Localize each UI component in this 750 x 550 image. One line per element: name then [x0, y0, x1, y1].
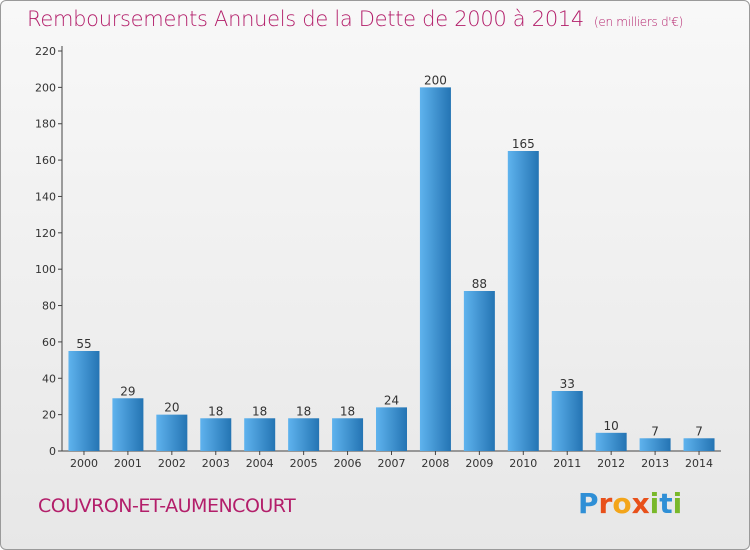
y-tick-label: 140	[35, 190, 56, 203]
value-label: 33	[560, 377, 575, 391]
x-tick-label: 2014	[685, 457, 713, 470]
y-tick-label: 120	[35, 227, 56, 240]
bar	[244, 418, 276, 451]
value-label: 55	[76, 337, 91, 351]
proxiti-logo[interactable]: Proxiti	[578, 487, 682, 520]
y-tick-label: 100	[35, 263, 56, 276]
value-label: 24	[384, 393, 399, 407]
x-tick-label: 2005	[290, 457, 318, 470]
bar	[200, 418, 232, 451]
bar	[639, 438, 671, 451]
bar	[507, 151, 539, 451]
value-label: 18	[208, 404, 223, 418]
y-tick-label: 60	[42, 336, 56, 349]
x-tick-label: 2013	[641, 457, 669, 470]
y-tick-label: 220	[35, 45, 56, 58]
value-label: 10	[604, 419, 619, 433]
x-tick-label: 2007	[378, 457, 406, 470]
y-tick-label: 180	[35, 118, 56, 131]
x-tick-label: 2003	[202, 457, 230, 470]
unit-note: (en milliers d'€)	[594, 15, 684, 29]
y-tick-label: 0	[49, 445, 56, 458]
x-tick-label: 2006	[334, 457, 362, 470]
value-label: 165	[512, 137, 535, 151]
value-label: 200	[424, 73, 447, 87]
x-tick-label: 2001	[114, 457, 142, 470]
logo-letter: o	[612, 487, 632, 520]
bar	[332, 418, 364, 451]
value-label: 20	[164, 401, 179, 415]
value-label: 7	[695, 424, 703, 438]
value-label: 18	[340, 404, 355, 418]
chart-title-text: Remboursements Annuels de la Dette de 20…	[27, 7, 584, 31]
x-tick-label: 2004	[246, 457, 274, 470]
bar	[595, 432, 627, 451]
logo-letter: i	[672, 487, 683, 520]
y-tick-label: 40	[42, 372, 56, 385]
y-tick-label: 80	[42, 300, 56, 313]
bar	[288, 418, 320, 451]
x-tick-label: 2012	[597, 457, 625, 470]
bar	[156, 414, 188, 451]
y-tick-label: 200	[35, 81, 56, 94]
x-tick-label: 2000	[70, 457, 98, 470]
x-tick-label: 2009	[465, 457, 493, 470]
bar	[68, 351, 100, 451]
value-labels: 55 29 20 18 18 18 18 24 200 88 165 33 10 7 7	[76, 73, 703, 438]
value-label: 29	[120, 384, 135, 398]
bar	[683, 438, 715, 451]
x-tick-label: 2008	[421, 457, 449, 470]
x-tick-label: 2011	[553, 457, 581, 470]
bar	[551, 391, 583, 451]
y-tick-label: 160	[35, 154, 56, 167]
y-tick-label: 20	[42, 409, 56, 422]
x-tick-label: 2002	[158, 457, 186, 470]
bar	[419, 87, 451, 451]
commune-name: COUVRON-ET-AUMENCOURT	[38, 495, 296, 517]
value-label: 7	[651, 424, 659, 438]
chart-title: Remboursements Annuels de la Dette de 20…	[27, 7, 683, 31]
logo-letter: r	[598, 487, 613, 520]
logo-letter: i	[649, 487, 660, 520]
value-label: 18	[296, 404, 311, 418]
x-tick-label: 2010	[509, 457, 537, 470]
logo-letter: P	[578, 487, 599, 520]
bar	[463, 291, 495, 451]
bar	[376, 407, 407, 451]
value-label: 88	[472, 277, 487, 291]
logo-letter: t	[659, 487, 673, 520]
value-label: 18	[252, 404, 267, 418]
bar	[112, 398, 144, 451]
bars	[68, 87, 715, 451]
logo-letter: x	[631, 487, 650, 520]
